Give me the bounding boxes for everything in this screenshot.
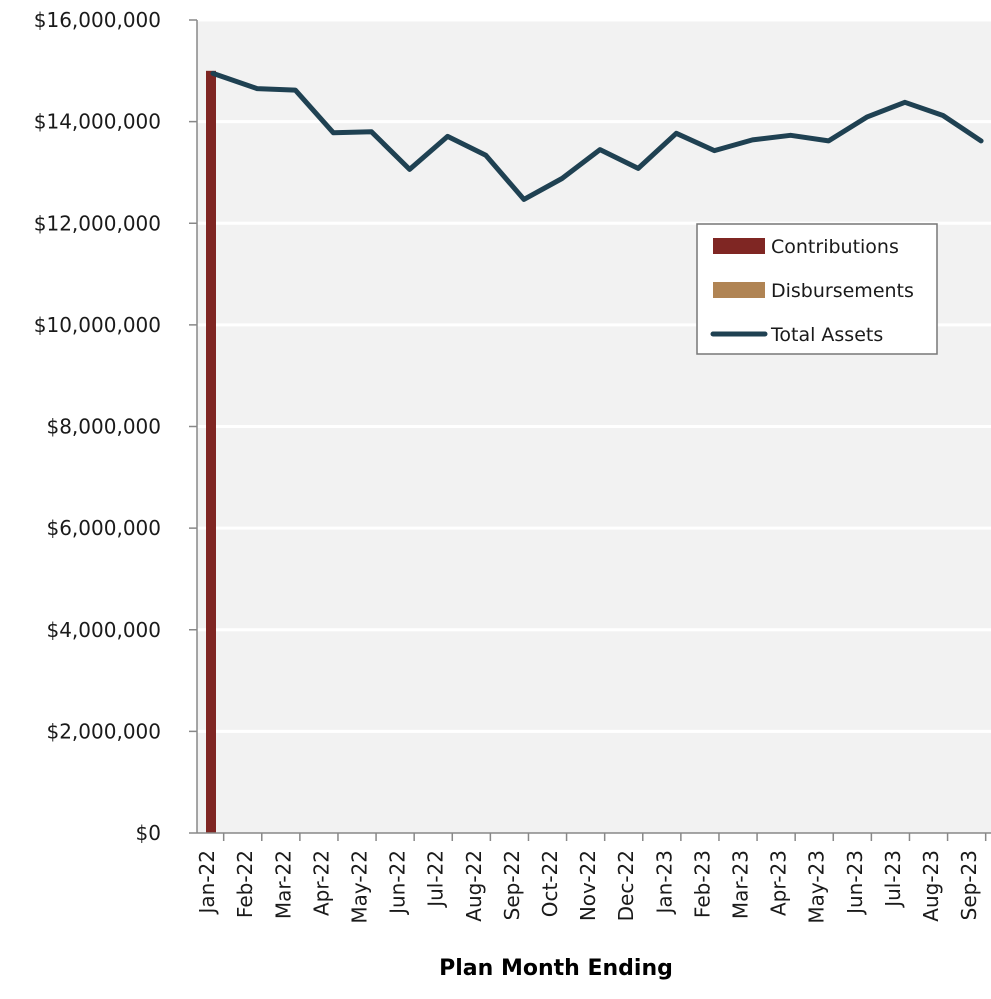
x-axis-title: Plan Month Ending [439,956,673,981]
x-tick-label: Jul-22 [424,850,448,909]
legend: Contributions Disbursements Total Assets [696,223,938,355]
y-tick-label: $4,000,000 [46,618,161,642]
y-tick-label: $0 [136,821,161,845]
x-tick-label: Jun-23 [843,850,867,916]
line-total-assets [210,70,984,202]
x-tick-label: Aug-23 [919,850,943,922]
x-tick-label: Jan-23 [652,850,676,916]
axes [189,19,991,841]
bars [206,70,216,833]
x-tick-label: May-23 [805,850,829,924]
x-tick-label: Apr-22 [309,850,333,916]
x-tick-label: Oct-22 [538,850,562,917]
x-tick-labels: Jan-22 Feb-22 Mar-22 Apr-22 May-22 Jun-22 Jul-… [195,850,981,924]
series-lines [210,70,984,202]
x-tick-label: Jun-22 [386,850,410,916]
x-tick-label: Feb-23 [690,850,714,918]
x-tick-label: Feb-22 [233,850,257,918]
legend-label: Disbursements [771,280,914,302]
y-tick-label: $16,000,000 [34,8,161,32]
x-tick-label: Nov-22 [576,850,600,921]
x-tick-label: Mar-22 [271,850,295,919]
x-tick-label: Sep-22 [500,850,524,920]
x-tick-label: Sep-23 [957,850,981,920]
y-tick-label: $12,000,000 [34,211,161,235]
legend-swatch [713,238,765,254]
legend-label: Contributions [771,236,899,258]
x-tick-label: Apr-23 [767,850,791,916]
x-tick-label: Mar-23 [728,850,752,919]
x-tick-label: Dec-22 [614,850,638,921]
legend-label: Total Assets [770,324,883,346]
y-tick-labels: $0 $2,000,000 $4,000,000 $6,000,000 $8,000,0… [34,8,161,845]
y-tick-label: $2,000,000 [46,719,161,743]
legend-swatch [713,282,765,298]
y-tick-label: $8,000,000 [46,415,161,439]
x-tick-label: May-22 [347,850,371,924]
y-tick-label: $6,000,000 [46,516,161,540]
x-tick-label: Jul-23 [881,850,905,909]
y-tick-label: $14,000,000 [34,110,161,134]
x-tick-label: Jan-22 [195,850,219,916]
y-tick-label: $10,000,000 [34,313,161,337]
x-tick-label: Aug-22 [462,850,486,922]
bar-contributions [206,70,216,833]
